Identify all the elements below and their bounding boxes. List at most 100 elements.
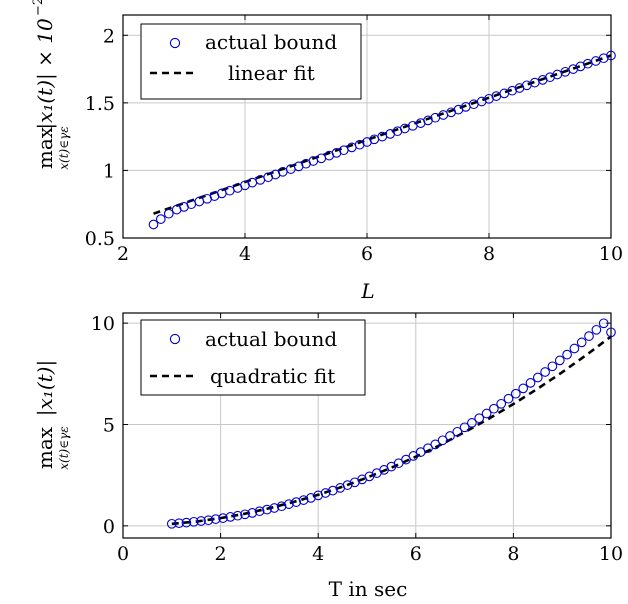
- data-point: [437, 435, 448, 446]
- bottom-actual-bound-series: [166, 318, 616, 529]
- data-point: [452, 426, 463, 437]
- data-point: [467, 418, 477, 428]
- data-point: [503, 393, 514, 404]
- top-axis-ticks: 2 4 6 8 10 0.5 1 1.5 2: [85, 15, 623, 265]
- data-point: [269, 503, 280, 513]
- fit-line: [153, 54, 612, 215]
- bottom-chart: 0 2 4 6 8 10 0 5 10 actual bound quadratic fit T…: [33, 312, 623, 601]
- data-point: [591, 324, 602, 335]
- data-point: [496, 398, 507, 409]
- data-point: [166, 518, 177, 529]
- top-y-axis-label: max x(t)∈γε |x₁(t)| × 10 −2: [31, 0, 71, 170]
- data-point: [584, 331, 594, 341]
- data-point: [510, 388, 521, 399]
- data-point: [532, 372, 543, 383]
- bottom-y-axis-label: max x(t)∈γε |x₁(t)|: [33, 360, 71, 470]
- x-tick-label: 4: [239, 243, 251, 265]
- data-point: [415, 447, 426, 457]
- data-point: [174, 518, 184, 529]
- data-point: [474, 413, 485, 424]
- y-tick-label: 0: [103, 516, 115, 538]
- top-linear-fit-series: [153, 54, 612, 215]
- top-y-label-max: max: [33, 126, 57, 169]
- data-point: [232, 510, 243, 521]
- fit-line: [171, 335, 612, 526]
- data-point: [291, 497, 302, 507]
- top-y-label-main: |x₁(t)| × 10: [33, 18, 58, 130]
- data-point: [181, 517, 192, 528]
- data-point: [547, 361, 558, 372]
- data-point: [306, 493, 316, 503]
- data-point: [598, 318, 609, 329]
- data-point: [276, 501, 287, 512]
- data-point: [218, 513, 228, 523]
- bottom-y-label-main: |x₁(t)|: [33, 360, 58, 416]
- data-point: [247, 177, 258, 188]
- data-point: [240, 509, 250, 520]
- data-point: [481, 408, 492, 419]
- top-y-label-exponent: −2: [31, 0, 46, 16]
- data-point: [518, 383, 529, 394]
- top-legend-box: [140, 23, 362, 100]
- bottom-y-label-max: max: [33, 426, 57, 469]
- data-point: [203, 515, 214, 526]
- data-point: [298, 495, 309, 505]
- x-tick-label: 10: [599, 543, 623, 565]
- data-point: [499, 88, 510, 99]
- x-tick-label: 2: [117, 243, 129, 265]
- bottom-legend-label-actual: actual bound: [205, 327, 337, 351]
- top-x-axis-label: L: [360, 279, 374, 303]
- top-chart: 2 4 6 8 10 0.5 1 1.5 2 actual bound linear fit L…: [31, 0, 623, 303]
- data-point: [525, 378, 536, 388]
- data-point: [254, 506, 265, 517]
- top-legend-label-actual: actual bound: [205, 30, 337, 54]
- data-point: [196, 516, 206, 526]
- y-tick-label: 0.5: [85, 228, 115, 250]
- data-point: [155, 214, 166, 224]
- x-tick-label: 4: [312, 543, 324, 565]
- data-point: [576, 337, 587, 348]
- data-point: [521, 80, 532, 91]
- bottom-legend-marker-icon: [169, 333, 181, 345]
- data-point: [569, 343, 580, 354]
- bottom-y-label-subscript: x(t)∈γε: [57, 426, 71, 469]
- data-point: [430, 439, 441, 450]
- bottom-plot-frame: [122, 312, 612, 539]
- data-point: [606, 50, 616, 61]
- data-point: [445, 431, 455, 441]
- y-tick-label: 10: [91, 313, 115, 335]
- bottom-legend-box: [140, 319, 366, 396]
- data-point: [188, 516, 199, 527]
- data-point: [313, 490, 324, 501]
- y-tick-label: 5: [103, 414, 115, 436]
- top-legend-marker-icon: [169, 37, 181, 49]
- data-point: [606, 327, 616, 338]
- x-tick-label: 6: [361, 243, 373, 265]
- y-tick-label: 2: [103, 25, 115, 47]
- data-point: [316, 153, 327, 164]
- top-y-label-subscript: x(t)∈γε: [57, 126, 71, 169]
- y-tick-label: 1: [103, 160, 115, 182]
- bottom-x-axis-label: T in sec: [329, 577, 408, 601]
- data-point: [247, 508, 258, 518]
- data-point: [540, 367, 550, 377]
- data-point: [284, 499, 294, 509]
- x-tick-label: 8: [483, 243, 495, 265]
- x-tick-label: 2: [215, 543, 227, 565]
- data-point: [163, 208, 174, 219]
- bottom-quadratic-fit-series: [171, 335, 612, 526]
- bottom-legend-label-fit: quadratic fit: [210, 364, 335, 388]
- top-legend: actual bound linear fit: [140, 23, 362, 100]
- data-point: [489, 403, 499, 414]
- data-point: [224, 185, 235, 196]
- data-point: [459, 422, 470, 433]
- x-tick-label: 0: [117, 543, 129, 565]
- top-actual-bound-series: [148, 50, 616, 230]
- bottom-axis-ticks: 0 2 4 6 8 10 0 5 10: [91, 313, 623, 565]
- data-point: [148, 219, 159, 230]
- data-point: [554, 355, 565, 366]
- data-point: [225, 512, 236, 522]
- x-tick-label: 10: [599, 243, 623, 265]
- y-tick-label: 1.5: [85, 93, 115, 115]
- data-point: [210, 514, 221, 524]
